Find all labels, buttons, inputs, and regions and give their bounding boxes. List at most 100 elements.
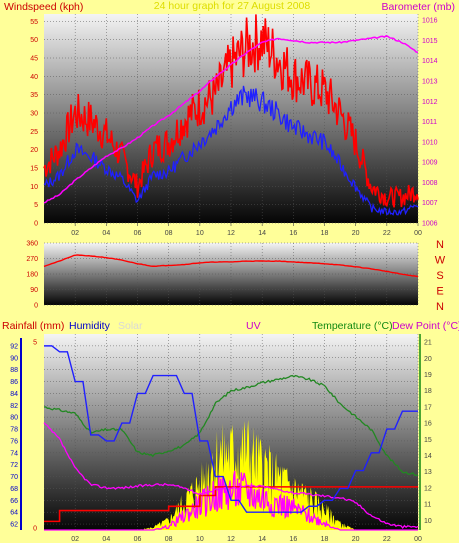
compass-letter: S xyxy=(436,270,443,282)
rain-y-tick-label: 0 xyxy=(33,526,37,533)
wind-y-tick-label: 10 xyxy=(30,184,38,191)
wind-x-tick-label: 16 xyxy=(289,230,297,237)
humidity-x-tick-label: 20 xyxy=(352,536,360,543)
barometer-y-tick-label: 1013 xyxy=(422,78,438,85)
wind-y-tick-label: 5 xyxy=(34,202,38,209)
humidity-y-tick-label: 88 xyxy=(10,367,18,374)
humidity-x-tick-label: 12 xyxy=(227,536,235,543)
direction-y-tick-label: 0 xyxy=(34,303,38,310)
temperature-y-tick-label: 10 xyxy=(424,518,432,525)
wind-x-tick-label: 00 xyxy=(414,230,422,237)
barometer-y-tick-label: 1012 xyxy=(422,99,438,106)
wind-y-tick-label: 25 xyxy=(30,129,38,136)
uv-legend-label: UV xyxy=(246,320,261,332)
compass-letter: N xyxy=(436,239,444,251)
solar-legend-label: Solar xyxy=(118,320,143,332)
humidity-y-tick-label: 74 xyxy=(10,450,18,457)
wind-x-tick-label: 04 xyxy=(102,230,110,237)
temperature-y-tick-label: 19 xyxy=(424,372,432,379)
humidity-x-tick-label: 04 xyxy=(102,536,110,543)
wind-x-tick-label: 20 xyxy=(352,230,360,237)
direction-y-tick-label: 90 xyxy=(30,287,38,294)
humidity-y-tick-label: 76 xyxy=(10,438,18,445)
humidity-panel-series xyxy=(43,345,419,531)
temperature-axis-label: Temperature (°C) xyxy=(312,320,393,332)
wind-y-tick-label: 20 xyxy=(30,147,38,154)
wind-x-tick-label: 12 xyxy=(227,230,235,237)
wind-y-tick-label: 35 xyxy=(30,92,38,99)
humidity-x-tick-label: 22 xyxy=(383,536,391,543)
temperature-y-tick-label: 12 xyxy=(424,485,432,492)
barometer-y-tick-label: 1008 xyxy=(422,180,438,187)
average-wind-series-line xyxy=(43,85,419,216)
wind-y-tick-label: 55 xyxy=(30,19,38,26)
humidity-y-tick-label: 86 xyxy=(10,379,18,386)
barometer-y-tick-label: 1011 xyxy=(422,119,437,126)
temperature-y-tick-label: 20 xyxy=(424,356,432,363)
barometer-axis-label: Barometer (mb) xyxy=(381,1,455,13)
humidity-x-tick-label: 16 xyxy=(289,536,297,543)
temperature-y-tick-label: 17 xyxy=(424,404,432,411)
wind-direction-series-line xyxy=(43,254,419,278)
temperature-y-tick-label: 18 xyxy=(424,388,432,395)
humidity-series-line xyxy=(44,345,418,513)
humidity-y-tick-label: 68 xyxy=(10,486,18,493)
barometer-y-tick-label: 1014 xyxy=(422,58,438,65)
wind-x-tick-label: 14 xyxy=(258,230,266,237)
dewpoint-axis-label: Dew Point (°C) xyxy=(392,320,459,332)
solar-area xyxy=(44,419,418,530)
humidity-panel-ticks: 02 04 06 08 10 12 14 16 18 20 22 00 62 64 66 68 70 72 74 76… xyxy=(10,334,432,543)
humidity-x-tick-label: 00 xyxy=(414,536,422,543)
wind-panel-series xyxy=(43,14,419,216)
barometer-y-tick-label: 1009 xyxy=(422,160,438,167)
humidity-x-tick-label: 08 xyxy=(165,536,173,543)
gust-series-line xyxy=(43,14,419,208)
humidity-y-tick-label: 90 xyxy=(10,355,18,362)
barometer-y-tick-label: 1007 xyxy=(422,200,438,207)
wind-y-tick-label: 15 xyxy=(30,166,38,173)
rain-y-tick-label: 5 xyxy=(33,340,37,347)
wind-y-tick-label: 50 xyxy=(30,37,38,44)
wind-y-tick-label: 30 xyxy=(30,111,38,118)
humidity-x-tick-label: 02 xyxy=(71,536,79,543)
direction-panel-series xyxy=(43,254,419,278)
compass-letter: N xyxy=(436,301,444,313)
temperature-y-tick-label: 16 xyxy=(424,421,432,428)
barometer-y-tick-label: 1015 xyxy=(422,38,438,45)
humidity-y-tick-label: 72 xyxy=(10,462,18,469)
humidity-y-tick-label: 80 xyxy=(10,415,18,422)
direction-y-tick-label: 270 xyxy=(26,256,38,263)
temperature-series-line xyxy=(43,374,419,477)
temperature-y-tick-label: 13 xyxy=(424,469,432,476)
direction-y-tick-label: 360 xyxy=(26,241,38,248)
direction-y-tick-label: 180 xyxy=(26,272,38,279)
humidity-y-tick-label: 78 xyxy=(10,427,18,434)
wind-y-tick-label: 0 xyxy=(34,221,38,228)
barometer-series-line xyxy=(43,34,419,204)
wind-x-tick-label: 10 xyxy=(196,230,204,237)
humidity-x-tick-label: 06 xyxy=(134,536,142,543)
humidity-y-tick-label: 84 xyxy=(10,391,18,398)
windspeed-axis-label: Windspeed (kph) xyxy=(4,1,83,13)
barometer-y-tick-label: 1010 xyxy=(422,139,438,146)
rainfall-series-line xyxy=(44,486,418,523)
temperature-y-tick-label: 11 xyxy=(424,502,431,509)
wind-x-tick-label: 06 xyxy=(134,230,142,237)
temperature-y-tick-label: 21 xyxy=(424,340,432,347)
wind-x-tick-label: 18 xyxy=(321,230,329,237)
chart-title: 24 hour graph for 27 August 2008 xyxy=(154,0,311,12)
humidity-x-tick-label: 18 xyxy=(321,536,329,543)
barometer-y-tick-label: 1016 xyxy=(422,18,438,25)
wind-x-tick-label: 02 xyxy=(71,230,79,237)
temperature-y-tick-label: 15 xyxy=(424,437,432,444)
humidity-y-tick-label: 62 xyxy=(10,522,18,529)
wind-y-tick-label: 45 xyxy=(30,56,38,63)
wind-panel-ticks: 02 04 06 08 10 12 14 16 18 20 22 000510152025303540… xyxy=(30,18,437,237)
humidity-x-tick-label: 10 xyxy=(196,536,204,543)
humidity-x-tick-label: 14 xyxy=(258,536,266,543)
temperature-y-tick-label: 14 xyxy=(424,453,432,460)
direction-panel-ticks: 0 90 180 270 360 xyxy=(26,241,38,310)
barometer-y-tick-label: 1006 xyxy=(422,221,438,228)
